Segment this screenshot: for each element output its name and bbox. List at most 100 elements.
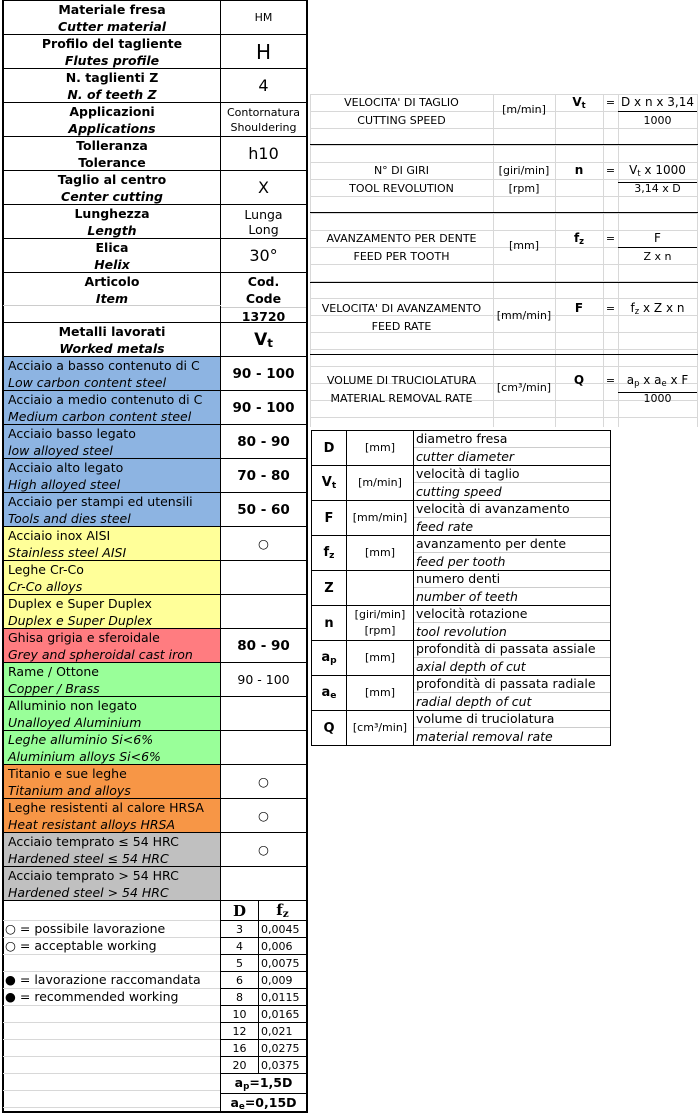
spec-label: Applicazioni Applications [3,102,221,137]
formula-symbol: n [555,162,603,179]
code-label-it: Cod. [247,274,280,289]
parameter-row: n [giri/min] [rpm] velocità rotazione tool r… [311,605,611,641]
formula-numerator-text: F [654,231,661,245]
feed-row-fz: 0,0275 [258,1039,307,1057]
material-name-it: Leghe resistenti al calore HRSA [8,799,204,815]
spec-value-text-2: Shouldering [230,120,297,134]
feed-row-fz: 0,0115 [258,988,307,1006]
symbol-legend-line: ○ = acceptable working [5,938,157,953]
grid-line [3,971,220,972]
parameter-symbol-text: D [323,440,335,456]
material-name-en: Cr-Co alloys [8,578,83,594]
formula-numerator-subscript: z [634,306,640,316]
spec-value: h10 [220,136,307,171]
material-name: Acciaio temprato > 54 HRC Hardened steel … [3,866,221,901]
feed-row-d: 4 [220,937,259,955]
material-name-en: Grey and spheroidal cast iron [8,646,193,662]
material-name: Acciaio inox AISI Stainless steel AISI [3,526,221,561]
spec-label-en: Center cutting [61,188,163,204]
parameter-symbol-text: V [321,475,332,490]
formula-equals: = [605,232,616,245]
formula-numerator-text: f [630,301,635,315]
grid-line [310,332,698,333]
parameter-symbol: Vt [311,465,347,501]
formula-numerator-subscript: e [661,378,667,388]
formula-symbol-text: F [574,301,584,315]
grid-line [310,247,698,248]
feed-row-fz: 0,0165 [258,1005,307,1023]
spec-label-en: Applications [68,120,156,136]
ap-formula: ap=1,5D [235,1075,293,1092]
grid-line [310,196,698,197]
formula-unit-2: [rpm] [508,182,540,195]
parameter-desc-en: axial depth of cut [416,659,526,674]
spec-label: Profilo del tagliente Flutes profile [3,34,221,69]
article-code: Cod. Code 13720 [220,272,307,323]
parameter-description: velocità di taglio cutting speed [413,465,611,501]
grid-vline [310,94,311,427]
divider [3,305,221,306]
formula-name-en: TOOL REVOLUTION [349,182,454,195]
fz-sub: z [282,908,289,920]
parameter-legend-table: D [mm] diametro fresa cutter diameter Vt [m/m… [311,430,611,746]
spec-value: 30° [220,238,307,273]
material-vt: ○ [220,764,307,799]
parameter-row: fz [mm] avanzamento per dente feed per toot… [311,535,611,571]
article-label: Articolo Item [3,272,221,323]
spec-value-text: h10 [248,143,279,163]
section-divider [310,282,698,283]
formula-unit: [giri/min] [498,164,550,177]
parameter-symbol: ap [311,640,347,676]
material-name-en: Unalloyed Aluminium [8,714,142,730]
spec-value: H [220,34,307,69]
material-name-en: Medium carbon content steel [8,408,192,424]
grid-line [3,954,220,955]
parameter-symbol-subscript: e [330,691,337,701]
formula-numerator-subscript: t [637,168,641,178]
material-vt: 80 - 90 [220,628,307,663]
grid-line [310,94,698,95]
parameter-symbol: n [311,605,347,641]
spec-label-en: Length [87,222,137,238]
formula-denominator: 3,14 x D [618,180,697,197]
grid-line [310,383,698,384]
material-name: Duplex e Super Duplex Duplex e Super Dupl… [3,594,221,629]
spec-label-it: Applicazioni [69,103,155,119]
grid-vline [493,94,494,427]
parameter-symbol-text: a [321,685,331,700]
symbol-legend-line: ○ = possibile lavorazione [5,921,166,936]
formula-denominator-text: 1000 [643,392,672,405]
spec-value-text: Contornatura [226,105,300,119]
parameter-desc-it: profondità di passata radiale [414,676,610,693]
vt-main: V [254,329,268,350]
grid-line [310,349,698,350]
material-name-en: Tools and dies steel [8,510,131,526]
material-vt [220,594,307,629]
parameter-symbol-text: Q [323,720,335,736]
formula-symbol: Q [555,372,603,389]
material-vt [220,560,307,595]
feed-row-d: 10 [220,1005,259,1023]
material-name: Rame / Ottone Copper / Brass [3,662,221,697]
formula-equals: = [605,164,616,177]
parameter-desc-en: tool revolution [416,624,507,639]
parameter-unit-text: [mm] [364,546,395,559]
material-name-en: Heat resistant alloys HRSA [8,816,176,832]
parameter-symbol-text: n [324,615,334,631]
feed-row-d: 5 [220,954,259,972]
feed-header-fz: fz [258,900,307,921]
material-vt: 70 - 80 [220,458,307,493]
spec-value: HM [220,0,307,35]
parameter-row: ae [mm] profondità di passata radiale radia… [311,675,611,711]
formula-numerator-text: x Z x n [639,301,685,315]
material-name-en: Copper / Brass [8,680,100,696]
formula-symbol-text: Q [573,373,585,387]
grid-line [310,179,698,180]
material-name: Leghe alluminio Si<6% Aluminium alloys Si… [3,730,221,765]
fz-symbol: fz [276,901,288,920]
section-divider [310,354,698,355]
formula-unit: [mm/min] [496,309,552,322]
parameter-symbol-text: Z [324,580,334,596]
material-name-en: Duplex e Super Duplex [8,612,153,628]
parameter-desc-en: feed per tooth [416,554,506,569]
